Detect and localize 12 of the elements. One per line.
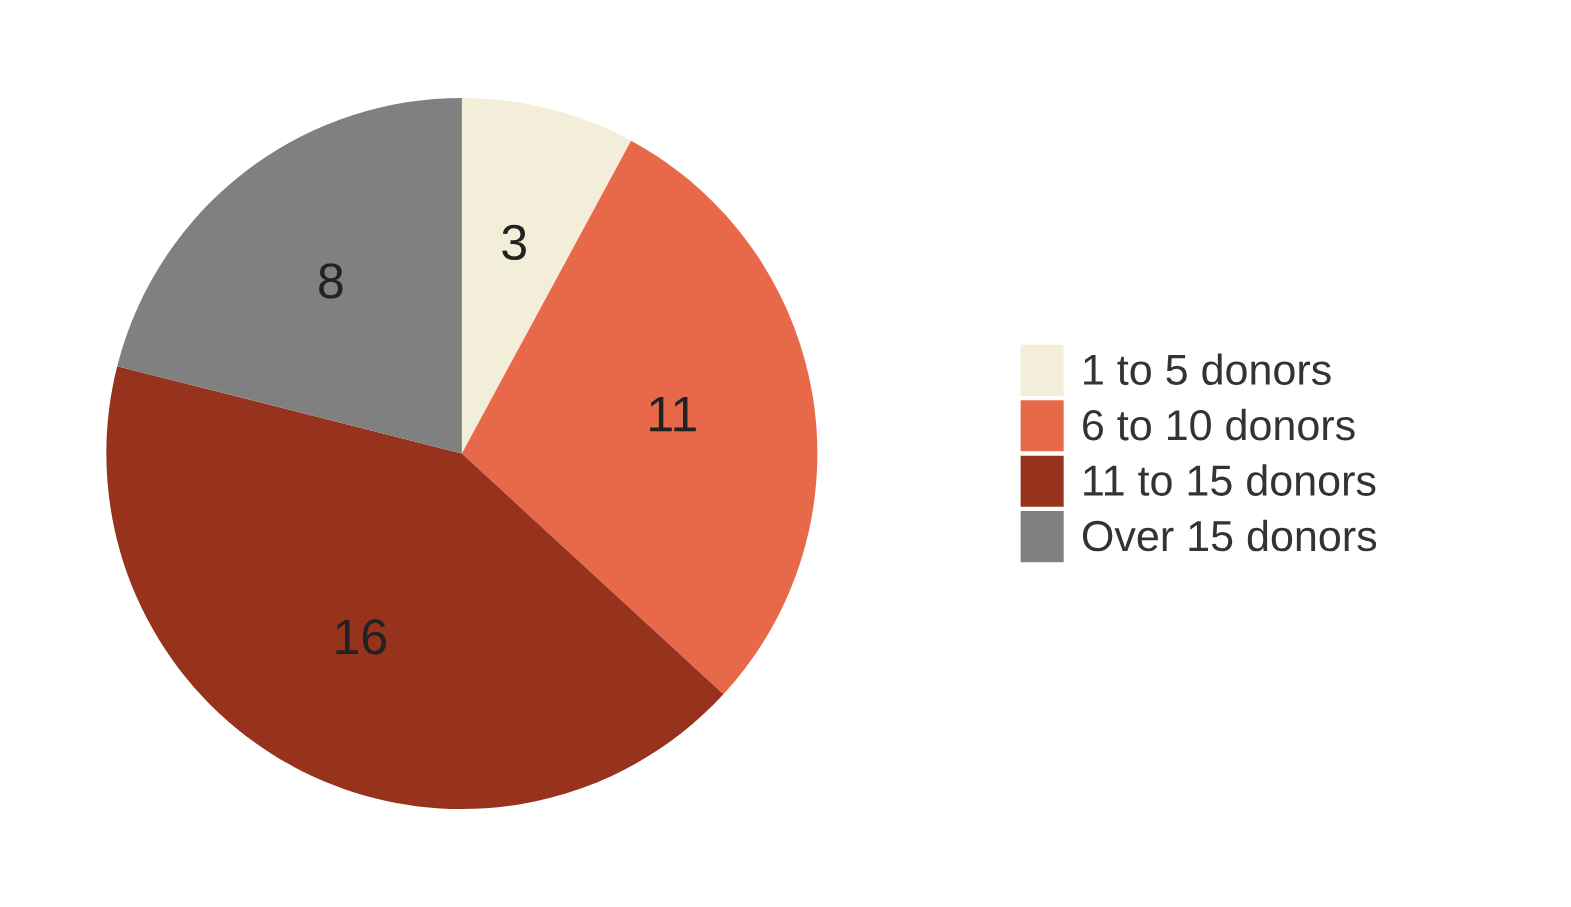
legend-label: 11 to 15 donors — [1084, 464, 1376, 496]
data-label: 3 — [502, 224, 526, 261]
pie-slice — [117, 97, 462, 454]
legend-label: 1 to 5 donors — [1084, 353, 1331, 386]
pie-slice — [461, 97, 632, 454]
legend-label: 6 to 10 donors — [1083, 408, 1355, 441]
legend-label: Over 15 donors — [1082, 519, 1377, 552]
pie-slice — [106, 366, 724, 810]
data-label: 11 — [650, 396, 696, 432]
data-label: 8 — [319, 263, 343, 299]
data-label: 16 — [336, 619, 386, 655]
pie-slice — [461, 140, 818, 695]
